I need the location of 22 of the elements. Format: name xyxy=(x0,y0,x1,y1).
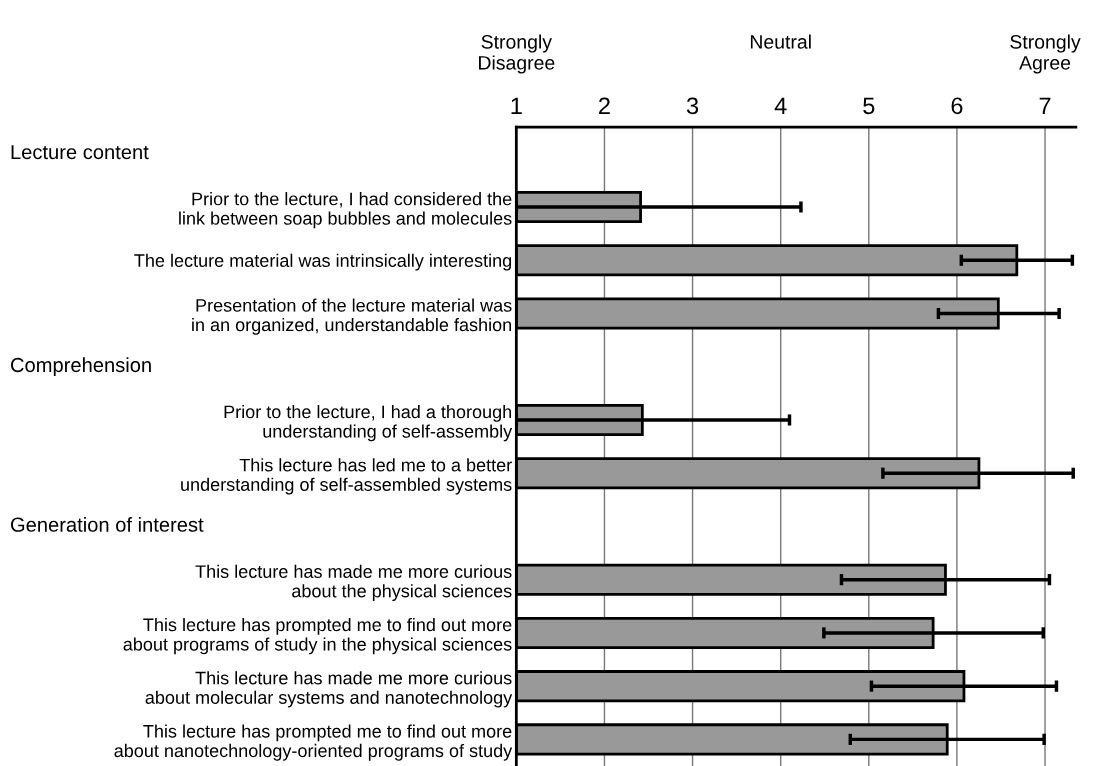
y-tick-label: This lecture has prompted me to find out more about programs of study in the physical sciences xyxy=(123,617,512,655)
x-tick-label: 4 xyxy=(774,97,787,114)
y-tick-label: This lecture has led me to a better understanding of self-assembled systems xyxy=(181,458,512,495)
x-tick-label: 3 xyxy=(686,97,699,115)
text: Lecture content xyxy=(11,145,149,160)
y-tick-label: Prior to the lecture, I had a thorough understanding of self-assembly xyxy=(224,405,513,442)
x-tick-label: 7 xyxy=(1039,97,1051,114)
y-tick-label: Presentation of the lecture material was in an organized, understandable fashion xyxy=(192,298,512,335)
x-tick-label: 2 xyxy=(599,97,610,114)
x-tick-label: 6 xyxy=(951,97,963,115)
text: Strongly Agree xyxy=(1010,34,1081,74)
y-tick-label: This lecture has made me more curious about molecular systems and nanotechnology xyxy=(145,671,513,708)
y-tick-label: The lecture material was intrinsically interesting xyxy=(134,253,512,271)
x-tick-label: 5 xyxy=(863,97,875,115)
text: Comprehension xyxy=(10,357,151,377)
x-tick-label: 1 xyxy=(511,97,522,114)
text: Strongly Disagree xyxy=(479,34,555,74)
text: Neutral xyxy=(750,34,811,49)
text: Generation of interest xyxy=(10,517,204,532)
y-tick-label: Prior to the lecture, I had considered the link between soap bubbles and molecules xyxy=(179,192,512,229)
y-tick-label: This lecture has prompted me to find out more about nanotechnology-oriented programs of study xyxy=(114,724,513,761)
y-tick-label: This lecture has made me more curious about the physical sciences xyxy=(195,564,512,601)
